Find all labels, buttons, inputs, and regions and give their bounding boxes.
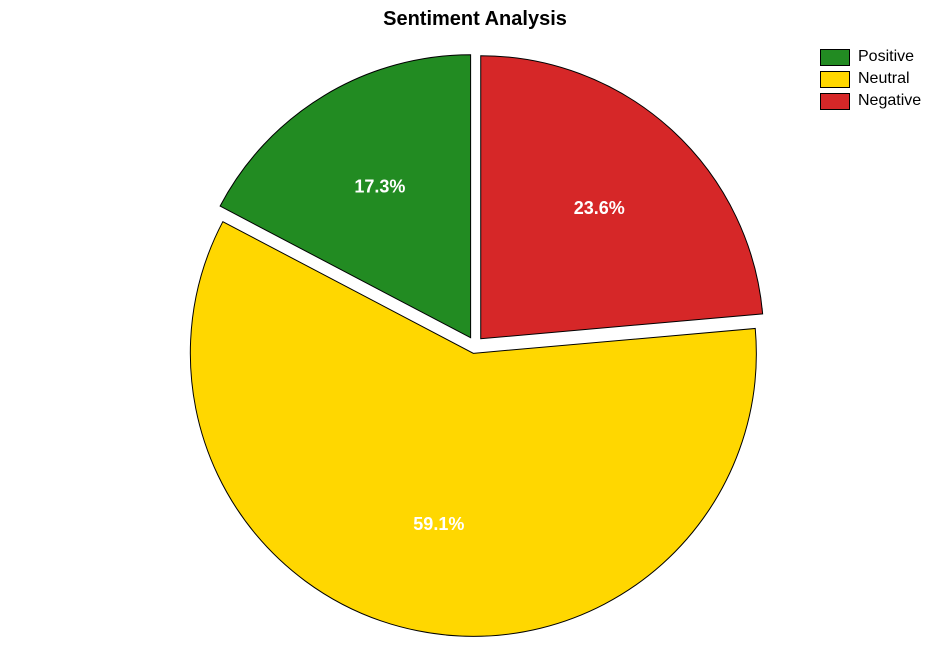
slice-label-neutral: 59.1% bbox=[413, 514, 464, 534]
legend-swatch-negative bbox=[820, 93, 850, 110]
legend-swatch-neutral bbox=[820, 71, 850, 88]
legend: Positive Neutral Negative bbox=[820, 48, 921, 114]
legend-label-negative: Negative bbox=[858, 92, 921, 110]
legend-label-neutral: Neutral bbox=[858, 70, 910, 88]
slice-label-positive: 17.3% bbox=[354, 176, 405, 196]
pie-chart: 23.6% 59.1% 17.3% bbox=[0, 0, 950, 662]
chart-container: { "chart": { "type": "pie", "title": "Se… bbox=[0, 0, 950, 662]
legend-item-positive: Positive bbox=[820, 48, 921, 66]
legend-item-negative: Negative bbox=[820, 92, 921, 110]
legend-swatch-positive bbox=[820, 49, 850, 66]
legend-label-positive: Positive bbox=[858, 48, 914, 66]
legend-item-neutral: Neutral bbox=[820, 70, 921, 88]
slice-label-negative: 23.6% bbox=[574, 198, 625, 218]
